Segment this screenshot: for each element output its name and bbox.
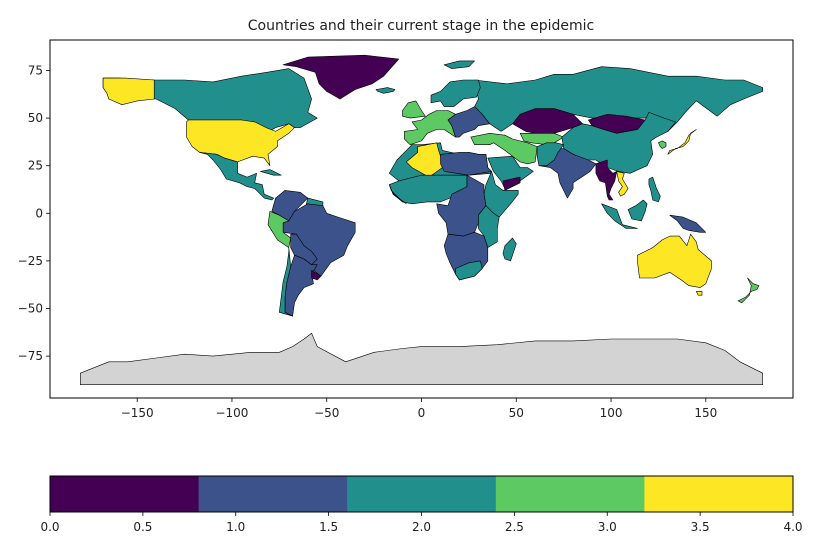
y-tick-label: 75 (28, 63, 43, 77)
colorbar: 0.0 0.5 1.0 1.5 2.0 2.5 3.0 3.5 4.0 (40, 475, 803, 534)
colorbar-tick-label: 4.0 (783, 520, 802, 534)
region-philippines (648, 176, 661, 203)
region-horn-of-africa (483, 171, 519, 218)
colorbar-bin (50, 476, 200, 512)
region-cuba (260, 169, 282, 176)
region-ecuador-peru (267, 211, 292, 248)
x-tick-label: 50 (509, 406, 524, 420)
colorbar-tick-label: 2.0 (412, 520, 431, 534)
map-panel: −150 −100 −50 0 50 100 150 75 50 25 0 −25 −50 −75 (18, 39, 794, 420)
colorbar-tick-label: 2.5 (505, 520, 524, 534)
colorbar-bin (644, 476, 794, 512)
colorbar-tick-label: 3.0 (598, 520, 617, 534)
colorbar-tick-label: 0.0 (40, 520, 59, 534)
region-mexico-central-america (199, 152, 275, 201)
region-afghanistan-pakistan (536, 142, 565, 166)
x-axis-ticks: −150 −100 −50 0 50 100 150 (121, 398, 717, 420)
colorbar-bin (495, 476, 645, 512)
region-algeria (405, 142, 443, 178)
region-russia (474, 66, 764, 132)
x-tick-label: −100 (215, 406, 248, 420)
x-tick-label: 0 (418, 406, 426, 420)
colorbar-bin (347, 476, 497, 512)
colorbar-tick-label: 0.5 (133, 520, 152, 534)
region-west-coast (388, 184, 407, 205)
region-scandinavia (430, 79, 481, 107)
region-bolivia-paraguay (290, 233, 318, 266)
region-tasmania (695, 291, 703, 296)
region-eastern-europe (447, 106, 491, 138)
region-antarctica (80, 332, 764, 386)
region-sahel-west-africa (388, 174, 468, 205)
colorbar-tick-label: 3.5 (691, 520, 710, 534)
region-iceland (375, 87, 396, 94)
y-tick-label: −75 (18, 349, 43, 363)
region-uk-ireland (402, 100, 426, 119)
x-tick-label: 100 (600, 406, 623, 420)
region-new-zealand (737, 277, 760, 304)
regions-layer (80, 54, 764, 386)
x-tick-label: −150 (121, 406, 154, 420)
colorbar-bins (50, 476, 794, 512)
colorbar-ticks: 0.0 0.5 1.0 1.5 2.0 2.5 3.0 3.5 4.0 (40, 512, 803, 534)
region-indonesia-philippines (601, 203, 638, 229)
x-tick-label: −50 (314, 406, 339, 420)
region-borneo (627, 199, 648, 222)
region-china (561, 112, 676, 174)
y-tick-label: −25 (18, 254, 43, 268)
region-greenland (282, 54, 400, 100)
y-tick-label: 25 (28, 159, 43, 173)
x-tick-label: 150 (694, 406, 717, 420)
region-south-africa-sub (455, 260, 483, 281)
region-chile (278, 247, 293, 317)
region-new-guinea (669, 214, 707, 233)
y-tick-label: 0 (35, 206, 43, 220)
region-libya-egypt (440, 152, 492, 176)
region-mainland-se-asia (595, 159, 618, 201)
y-tick-label: −50 (18, 302, 43, 316)
region-svalbard-arctic-islands (443, 60, 475, 69)
chart-title: Countries and their current stage in the… (248, 18, 594, 34)
y-tick-label: 50 (28, 111, 43, 125)
colorbar-tick-label: 1.0 (226, 520, 245, 534)
region-east-africa (478, 205, 500, 248)
region-yemen (502, 176, 521, 191)
colorbar-tick-label: 1.5 (319, 520, 338, 534)
region-vietnam (616, 171, 629, 197)
colorbar-bin (198, 476, 348, 512)
y-axis-ticks: 75 50 25 0 −25 −50 −75 (18, 63, 50, 363)
region-japan (667, 129, 697, 155)
region-uruguay (311, 270, 322, 281)
region-madagascar (502, 237, 517, 262)
region-korea (658, 140, 667, 149)
region-turkey-middle-east (470, 133, 538, 165)
region-alaska (102, 77, 155, 105)
region-arabian-peninsula (487, 155, 534, 189)
region-australia (637, 233, 712, 288)
